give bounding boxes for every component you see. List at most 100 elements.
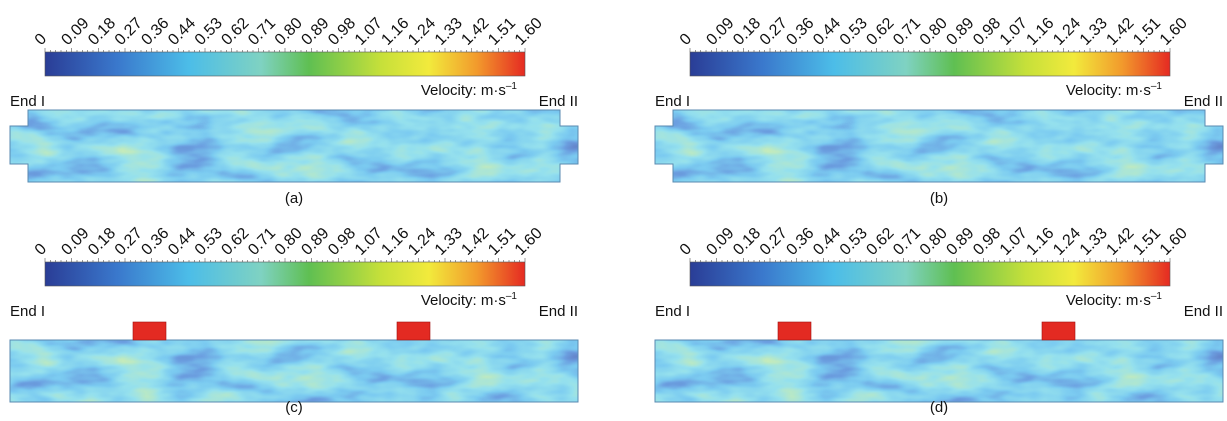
end-right-label: End II (1184, 303, 1223, 320)
colorbar-tick-label: 0.09 (58, 15, 92, 49)
colorbar-tick-label: 1.07 (997, 225, 1031, 259)
colorbar-tick-label: 0.44 (165, 225, 199, 259)
colorbar-tick-label: 0 (32, 30, 50, 48)
colorbar-tick-label: 0 (677, 30, 695, 48)
colorbar-tick-label: 1.16 (1023, 15, 1057, 49)
colorbar-tick-label: 1.42 (1103, 225, 1137, 259)
caption: (d) (930, 399, 948, 416)
velocity-field (10, 108, 580, 194)
inlet-block (1042, 322, 1075, 340)
colorbar-tick-label: 1.07 (352, 225, 386, 259)
colorbar-tick-label: 0.98 (970, 15, 1004, 49)
colorbar-tick-label: 0.53 (837, 225, 871, 259)
colorbar-tick-label: 0.09 (703, 15, 737, 49)
colorbar-tick-label: 0.80 (272, 225, 306, 259)
figure: 00.090.180.270.360.440.530.620.710.800.8… (0, 0, 1227, 421)
colorbar-tick-label: 0.89 (943, 15, 977, 49)
end-right-label: End II (539, 303, 578, 320)
colorbar-tick-label: 1.60 (512, 225, 546, 259)
colorbar-tick-label: 0.53 (192, 225, 226, 259)
colorbar-tick-label: 1.16 (378, 15, 412, 49)
end-left-label: End I (10, 93, 45, 110)
colorbar-tick-label: 1.07 (352, 15, 386, 49)
inlet-block (397, 322, 430, 340)
page: 00.090.180.270.360.440.530.620.710.800.8… (0, 0, 1227, 421)
colorbar-tick-label: 0.27 (112, 225, 146, 259)
colorbar-tick-label: 0.98 (970, 225, 1004, 259)
inlet-block (778, 322, 811, 340)
caption: (a) (285, 190, 303, 207)
colorbar-tick-label: 1.51 (1130, 225, 1164, 259)
colorbar-tick-label: 0.53 (837, 15, 871, 49)
colorbar-tick-label: 1.60 (512, 15, 546, 49)
panel: 00.090.180.270.360.440.530.620.710.800.8… (655, 225, 1225, 416)
colorbar-tick-label: 1.24 (405, 15, 439, 49)
colorbar-label-text: Velocity: m·s (1066, 82, 1151, 99)
colorbar-tick-label: 0.27 (112, 15, 146, 49)
colorbar-tick-label: 0.80 (917, 225, 951, 259)
colorbar (690, 262, 1170, 286)
colorbar-label-sup: –1 (1151, 81, 1163, 92)
colorbar-tick-label: 1.51 (485, 15, 519, 49)
colorbar-tick-label: 1.60 (1157, 15, 1191, 49)
colorbar (45, 262, 525, 286)
colorbar-tick-label: 0.18 (85, 225, 119, 259)
colorbar-tick-label: 0.71 (245, 15, 279, 49)
colorbar-tick-label: 1.42 (1103, 15, 1137, 49)
colorbar-tick-label: 1.60 (1157, 225, 1191, 259)
colorbar-tick-label: 0.89 (943, 225, 977, 259)
colorbar-tick-label: 1.24 (1050, 15, 1084, 49)
colorbar-tick-label: 1.33 (1077, 15, 1111, 49)
colorbar-tick-label: 0.89 (298, 15, 332, 49)
colorbar-tick-label: 1.07 (997, 15, 1031, 49)
colorbar-label-sup: –1 (506, 291, 518, 302)
colorbar-tick-label: 0.89 (298, 225, 332, 259)
colorbar-tick-label: 0.36 (783, 15, 817, 49)
colorbar-tick-label: 0.80 (917, 15, 951, 49)
colorbar-label: Velocity: m·s–1 (1066, 291, 1163, 309)
colorbar-tick-label: 0.44 (810, 225, 844, 259)
colorbar-tick-label: 0.62 (218, 15, 252, 49)
colorbar-tick-label: 0.62 (863, 225, 897, 259)
colorbar-tick-label: 0.53 (192, 15, 226, 49)
velocity-field (10, 318, 580, 404)
colorbar-tick-label: 0.09 (58, 225, 92, 259)
colorbar-tick-label: 0.27 (757, 225, 791, 259)
colorbar-tick-label: 0.44 (165, 15, 199, 49)
colorbar-tick-label: 1.42 (458, 225, 492, 259)
colorbar-tick-label: 1.51 (1130, 15, 1164, 49)
colorbar-tick-label: 0.18 (730, 225, 764, 259)
colorbar-tick-label: 1.24 (1050, 225, 1084, 259)
colorbar (45, 52, 525, 76)
colorbar-label: Velocity: m·s–1 (421, 291, 518, 309)
end-left-label: End I (655, 303, 690, 320)
colorbar-tick-label: 1.33 (432, 225, 466, 259)
colorbar-tick-label: 0.71 (245, 225, 279, 259)
colorbar-tick-label: 0.18 (85, 15, 119, 49)
colorbar-tick-label: 1.16 (1023, 225, 1057, 259)
colorbar-tick-label: 0 (677, 240, 695, 258)
end-right-label: End II (539, 93, 578, 110)
colorbar-tick-label: 0.98 (325, 225, 359, 259)
colorbar-label-sup: –1 (506, 81, 518, 92)
colorbar-tick-label: 0.27 (757, 15, 791, 49)
colorbar-tick-label: 1.16 (378, 225, 412, 259)
colorbar-tick-label: 0.62 (863, 15, 897, 49)
colorbar-label-text: Velocity: m·s (421, 82, 506, 99)
colorbar-tick-label: 0.36 (138, 15, 172, 49)
colorbar-tick-label: 0.71 (890, 225, 924, 259)
colorbar (690, 52, 1170, 76)
end-left-label: End I (655, 93, 690, 110)
colorbar-tick-label: 1.33 (1077, 225, 1111, 259)
caption: (b) (930, 190, 948, 207)
colorbar-label-text: Velocity: m·s (1066, 292, 1151, 309)
colorbar-tick-label: 0.44 (810, 15, 844, 49)
colorbar-label: Velocity: m·s–1 (1066, 81, 1163, 99)
colorbar-tick-label: 0.36 (783, 225, 817, 259)
colorbar-tick-label: 1.51 (485, 225, 519, 259)
colorbar-tick-label: 1.33 (432, 15, 466, 49)
colorbar-tick-label: 0.36 (138, 225, 172, 259)
colorbar-tick-label: 0.18 (730, 15, 764, 49)
